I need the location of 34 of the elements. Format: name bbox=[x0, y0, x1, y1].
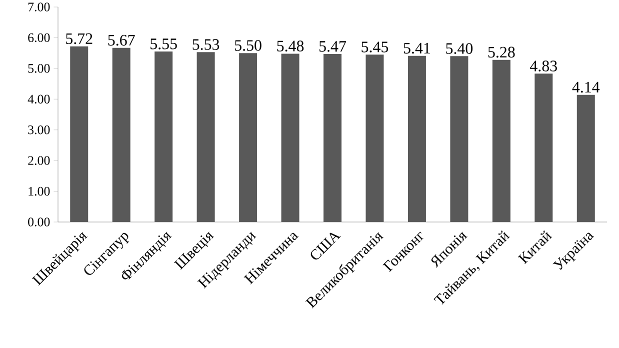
data-label: 5.55 bbox=[150, 38, 177, 50]
data-label: 5.67 bbox=[108, 34, 135, 46]
data-label: 5.41 bbox=[404, 42, 430, 54]
data-label: 5.53 bbox=[192, 39, 220, 50]
bar bbox=[112, 48, 130, 222]
bar bbox=[576, 94, 595, 222]
bar bbox=[534, 74, 553, 222]
data-label: 5.40 bbox=[446, 43, 473, 54]
data-label: 5.28 bbox=[488, 46, 515, 58]
bar bbox=[196, 52, 215, 222]
data-label: 4.14 bbox=[572, 82, 600, 93]
bar bbox=[70, 46, 88, 222]
bar bbox=[492, 60, 510, 222]
data-label: 5.47 bbox=[319, 41, 346, 52]
bar bbox=[408, 56, 426, 222]
bar bbox=[450, 56, 468, 222]
y-tick-label: 4.00 bbox=[28, 94, 50, 104]
bar bbox=[154, 52, 173, 222]
y-tick-label: 7.00 bbox=[28, 2, 50, 12]
bar bbox=[366, 54, 384, 222]
y-tick-label: 0.00 bbox=[28, 218, 50, 226]
y-tick-label: 5.00 bbox=[28, 64, 50, 73]
y-tick-label: 3.00 bbox=[28, 125, 50, 134]
data-label: 5.48 bbox=[277, 40, 304, 52]
y-tick-label: 2.00 bbox=[28, 156, 50, 165]
bar bbox=[324, 54, 342, 222]
y-tick-label: 6.00 bbox=[28, 33, 50, 42]
data-label: 5.50 bbox=[235, 40, 262, 51]
y-tick-label: 1.00 bbox=[28, 186, 50, 196]
data-label: 5.72 bbox=[66, 33, 92, 44]
bar bbox=[281, 54, 300, 222]
bar bbox=[239, 53, 258, 222]
data-label: 5.45 bbox=[362, 42, 388, 52]
data-label: 4.83 bbox=[530, 60, 557, 72]
